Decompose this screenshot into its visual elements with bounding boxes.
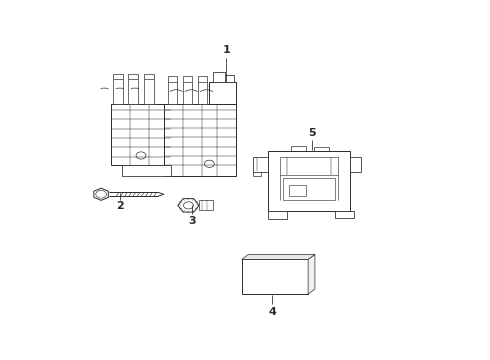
Polygon shape [242,255,315,260]
Polygon shape [111,104,172,165]
Text: 5: 5 [308,128,316,138]
Polygon shape [128,79,138,104]
Text: 3: 3 [189,216,196,226]
Polygon shape [178,199,199,212]
Polygon shape [268,151,350,211]
Polygon shape [253,157,268,172]
Polygon shape [183,82,192,104]
Polygon shape [335,211,354,218]
Polygon shape [280,157,339,175]
Polygon shape [226,75,234,82]
Polygon shape [164,104,236,176]
Polygon shape [94,188,108,201]
Polygon shape [209,82,236,104]
Polygon shape [213,72,224,82]
Polygon shape [122,165,172,176]
Polygon shape [289,185,306,195]
Polygon shape [242,260,308,294]
Polygon shape [199,200,213,210]
Text: 2: 2 [116,201,124,211]
Polygon shape [198,82,207,104]
Polygon shape [144,79,153,104]
Polygon shape [350,157,361,172]
Polygon shape [283,177,335,200]
Polygon shape [168,82,177,104]
Polygon shape [308,255,315,294]
Text: 1: 1 [222,45,230,55]
Polygon shape [113,79,123,104]
Polygon shape [268,211,287,219]
Text: 4: 4 [268,307,276,316]
Polygon shape [253,172,261,176]
